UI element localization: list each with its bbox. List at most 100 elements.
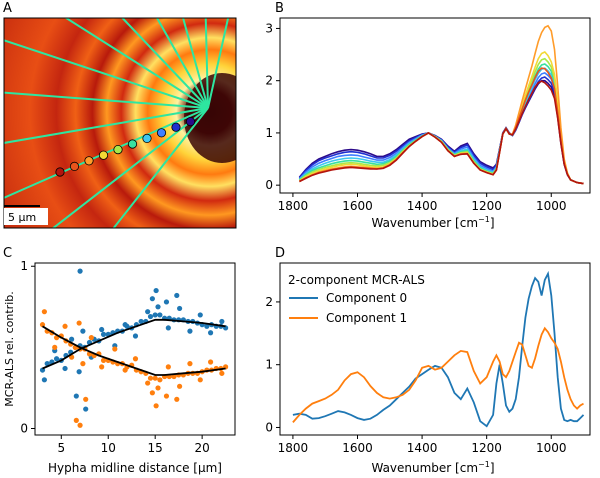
panel-d-series	[292, 270, 585, 428]
panel-d-xtick-label: 1200	[471, 441, 502, 455]
scatter-point-component-0	[76, 369, 82, 375]
panel-d-xtick-label: 1400	[407, 441, 438, 455]
scan-ray	[112, 107, 209, 228]
scatter-point-component-0	[41, 377, 47, 383]
scatter-point-component-0	[165, 325, 171, 331]
panel-d-xticks: 1800 1600 1400 1200 1000	[278, 435, 567, 455]
scatter-point-component-0	[44, 361, 50, 367]
scatter-point-component-0	[83, 406, 89, 412]
scatter-point-component-0	[187, 328, 193, 334]
scatter-point-component-0	[122, 322, 128, 328]
panel-label-b: B	[275, 1, 284, 16]
panel-b-xlabel: Wavenumber [cm−1]	[371, 215, 494, 230]
scatter-point-component-0	[197, 312, 203, 318]
panel-d-xtick-label: 1000	[536, 441, 567, 455]
panel-b-ytick-label: 3	[265, 21, 273, 35]
scan-ray	[4, 39, 209, 109]
scatter-point-component-1	[152, 375, 158, 381]
scatter-point-component-0	[77, 268, 83, 274]
midline-marker	[171, 122, 181, 132]
scatter-point-component-0	[207, 330, 214, 336]
scatter-point-component-0	[132, 333, 139, 339]
panel-b-xticks: 1800 1600 1400 1200 1000	[278, 193, 567, 213]
scatter-point-component-1	[163, 393, 170, 399]
scalebar-label: 5 µm	[8, 211, 36, 224]
spectrum-line-3	[298, 67, 584, 185]
scan-ray	[207, 18, 230, 109]
panel-b-xtick-label: 1400	[407, 199, 438, 213]
scatter-point-component-1	[83, 396, 89, 402]
panel-label-d: D	[275, 246, 285, 261]
scatter-point-component-1	[100, 357, 107, 363]
scatter-point-component-0	[149, 296, 155, 302]
scatter-point-component-1	[62, 323, 68, 329]
scalebar-background	[4, 208, 48, 225]
midline-markers	[55, 117, 196, 177]
panel-label-a: A	[3, 1, 12, 16]
scatter-point-component-1	[147, 375, 154, 381]
scatter-point-component-1	[187, 361, 193, 367]
spectrum-line-component-0	[292, 270, 585, 428]
scatter-point-component-0	[138, 318, 144, 325]
midline-marker	[142, 133, 152, 143]
spectrum-line-9	[299, 80, 584, 185]
scatter-point-component-0	[204, 323, 210, 329]
panel-d-yticks: 0 1 2	[265, 295, 280, 434]
midline-marker	[69, 161, 80, 171]
panel-d-xlabel-sup: −1	[478, 460, 490, 469]
scatter-point-component-1	[52, 344, 58, 350]
scatter-point-component-0	[152, 312, 158, 318]
scan-ray	[155, 18, 209, 109]
panel-d-xlabel: Wavenumber [cm−1]	[371, 460, 494, 475]
midline-marker	[185, 117, 196, 127]
panel-label-c: C	[3, 246, 12, 261]
fit-line-component-1	[42, 325, 226, 376]
panel-d-xtick-label: 1800	[278, 441, 309, 455]
panel-c-xtick-label: 10	[101, 441, 116, 455]
scatter-point-component-1	[77, 422, 83, 428]
scatter-point-component-1	[174, 396, 180, 402]
scan-ray	[4, 107, 209, 144]
legend-title: 2-component MCR-ALS	[288, 273, 425, 287]
panel-d: 1800 1600 1400 1200 1000 0 1 2 2-component MCR…	[265, 262, 591, 475]
panel-c-xtick-label: 15	[148, 441, 163, 455]
panel-b-series	[298, 24, 584, 185]
scatter-point-component-0	[174, 292, 180, 299]
panel-b-ytick-label: 0	[265, 178, 273, 192]
midline-marker	[113, 145, 123, 155]
scan-ray	[51, 107, 209, 228]
scan-ray	[4, 91, 209, 109]
panel-c: 5 10 15 20 01 Hypha midline distance [µm] M…	[3, 259, 236, 475]
scatter-point-component-0	[145, 309, 151, 315]
scatter-point-component-1	[165, 364, 171, 370]
scatter-point-component-0	[163, 299, 170, 305]
panel-b-xtick-label: 1000	[536, 199, 567, 213]
panel-c-ytick-label: 0	[20, 422, 28, 436]
panel-c-xticks: 5 10 15 20	[57, 435, 210, 455]
spectrum-line-7	[299, 24, 584, 185]
panel-c-fits	[42, 318, 226, 376]
midline-marker	[84, 156, 94, 166]
scatter-point-component-1	[41, 309, 47, 315]
scatter-point-component-1	[88, 335, 94, 341]
scan-ray	[121, 18, 209, 109]
scatter-point-component-1	[99, 364, 105, 370]
panel-d-xlabel-main: Wavenumber [cm	[371, 461, 478, 475]
scatter-point-component-1	[122, 367, 128, 373]
scatter-point-component-1	[155, 385, 161, 391]
spectrum-line-0	[298, 79, 584, 185]
scan-ray	[64, 18, 209, 109]
scatter-point-component-0	[219, 318, 225, 325]
panel-b-xtick-label: 1200	[471, 199, 502, 213]
scatter-point-component-1	[112, 346, 118, 352]
midline-marker	[127, 139, 138, 149]
panel-b-xtick-label: 1600	[342, 199, 373, 213]
scatter-point-component-1	[171, 373, 177, 380]
panel-d-xlabel-end: ]	[490, 461, 495, 475]
spectrum-line-2	[298, 72, 584, 185]
spectrum-line-1	[298, 76, 584, 185]
panel-c-xtick-label: 20	[194, 441, 209, 455]
panel-c-xtick-label: 5	[57, 441, 65, 455]
scatter-point-component-1	[197, 377, 203, 383]
scatter-point-component-0	[155, 304, 161, 310]
